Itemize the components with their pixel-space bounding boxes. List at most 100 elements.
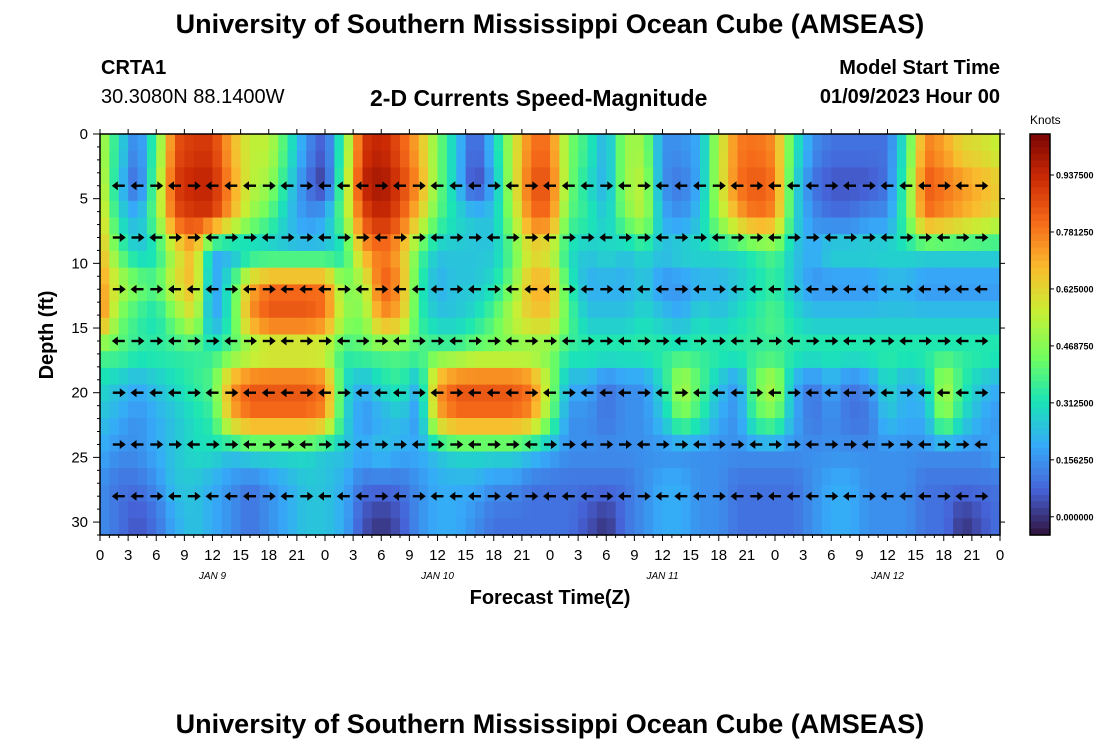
heatmap-cell	[118, 301, 129, 319]
heatmap-cell	[156, 334, 167, 352]
heatmap-cell	[953, 150, 964, 169]
heatmap-cell	[390, 518, 401, 536]
heatmap-cell	[400, 367, 410, 386]
heatmap-cell	[512, 301, 523, 319]
heatmap-cell	[409, 250, 420, 269]
heatmap-cell	[540, 351, 551, 369]
heatmap-cell	[156, 217, 167, 235]
current-arrow	[150, 284, 164, 294]
arrow-head	[918, 388, 924, 398]
heatmap-cell	[906, 484, 917, 503]
heatmap-cell	[296, 518, 307, 536]
heatmap-cell	[137, 184, 148, 202]
heatmap-cell	[587, 284, 598, 302]
heatmap-cell	[709, 267, 720, 285]
arrow-head	[768, 388, 774, 398]
heatmap-cell	[625, 134, 635, 152]
heatmap-cell	[596, 334, 607, 352]
arrow-head	[880, 233, 887, 242]
heatmap-cell	[203, 184, 214, 202]
heatmap-cell	[840, 301, 851, 319]
heatmap-cell	[315, 451, 326, 469]
arrow-head	[419, 491, 426, 501]
heatmap-cell	[587, 301, 598, 319]
heatmap-cell	[156, 200, 167, 219]
heatmap-cell	[128, 501, 139, 519]
heatmap-cell	[409, 451, 420, 469]
heatmap-cell	[859, 367, 870, 386]
heatmap-cell	[625, 301, 635, 319]
heatmap-cell	[643, 234, 654, 252]
y-tick-label: 20	[71, 385, 88, 402]
colorbar-segment	[1030, 401, 1050, 409]
heatmap-cell	[325, 150, 335, 169]
heatmap-cell	[990, 200, 1001, 219]
heatmap-cell	[400, 250, 410, 269]
heatmap-cell	[765, 250, 776, 269]
heatmap-cell	[156, 301, 167, 319]
current-arrow	[187, 491, 201, 501]
current-arrow	[525, 388, 539, 398]
current-arrow	[805, 491, 819, 501]
heatmap-cell	[643, 518, 654, 536]
heatmap-cell	[850, 250, 860, 269]
heatmap-cell	[287, 484, 298, 503]
heatmap-cell	[362, 184, 373, 202]
heatmap-cell	[353, 217, 364, 235]
heatmap-cell	[615, 167, 626, 185]
heatmap-cell	[606, 217, 617, 235]
heatmap-cell	[231, 484, 242, 503]
heatmap-cell	[868, 501, 879, 519]
arrow-head	[543, 233, 549, 242]
heatmap-cell	[634, 134, 645, 152]
heatmap-cell	[540, 501, 551, 519]
heatmap-cell	[775, 367, 785, 386]
heatmap-cell	[418, 234, 429, 252]
current-arrow	[281, 233, 295, 242]
heatmap-cell	[709, 167, 720, 185]
heatmap-cell	[606, 468, 617, 486]
heatmap-cell	[840, 184, 851, 202]
colorbar-tick-label: 0.000000	[1056, 512, 1094, 522]
heatmap-cell	[456, 167, 467, 185]
heatmap-cell	[268, 367, 279, 386]
heatmap-cell	[700, 134, 710, 152]
current-arrow	[412, 181, 426, 191]
heatmap-cell	[896, 451, 907, 469]
heatmap-cell	[634, 284, 645, 302]
heatmap-cell	[981, 418, 992, 436]
heatmap-cell	[512, 250, 523, 269]
heatmap-cell	[596, 134, 607, 152]
heatmap-cell	[643, 334, 654, 352]
x-tick-label: 0	[96, 547, 104, 564]
heatmap-cell	[193, 484, 204, 503]
heatmap-cell	[100, 334, 110, 352]
heatmap-cell	[831, 468, 842, 486]
heatmap-cell	[803, 150, 814, 169]
arrow-head	[505, 491, 512, 501]
heatmap-cell	[493, 468, 504, 486]
heatmap-cell	[681, 150, 692, 169]
current-arrow	[130, 440, 144, 449]
heatmap-cell	[596, 317, 607, 336]
heatmap-cell	[990, 317, 1001, 336]
heatmap-cell	[756, 267, 767, 285]
heatmap-cell	[240, 334, 251, 352]
heatmap-cell	[362, 518, 373, 536]
heatmap-cell	[137, 401, 148, 419]
heatmap-cell	[812, 167, 823, 185]
heatmap-cell	[775, 184, 785, 202]
current-arrow	[468, 181, 481, 191]
heatmap-cell	[334, 401, 345, 419]
heatmap-cell	[512, 284, 523, 302]
current-arrow	[750, 388, 764, 398]
heatmap-cell	[775, 301, 785, 319]
heatmap-cell	[625, 334, 635, 352]
arrow-head	[786, 336, 793, 346]
heatmap-cell	[662, 317, 673, 336]
heatmap-cell	[409, 468, 420, 486]
heatmap-cell	[165, 200, 176, 219]
x-tick-label: 0	[546, 547, 554, 564]
arrow-head	[269, 440, 276, 449]
arrow-head	[401, 440, 407, 449]
